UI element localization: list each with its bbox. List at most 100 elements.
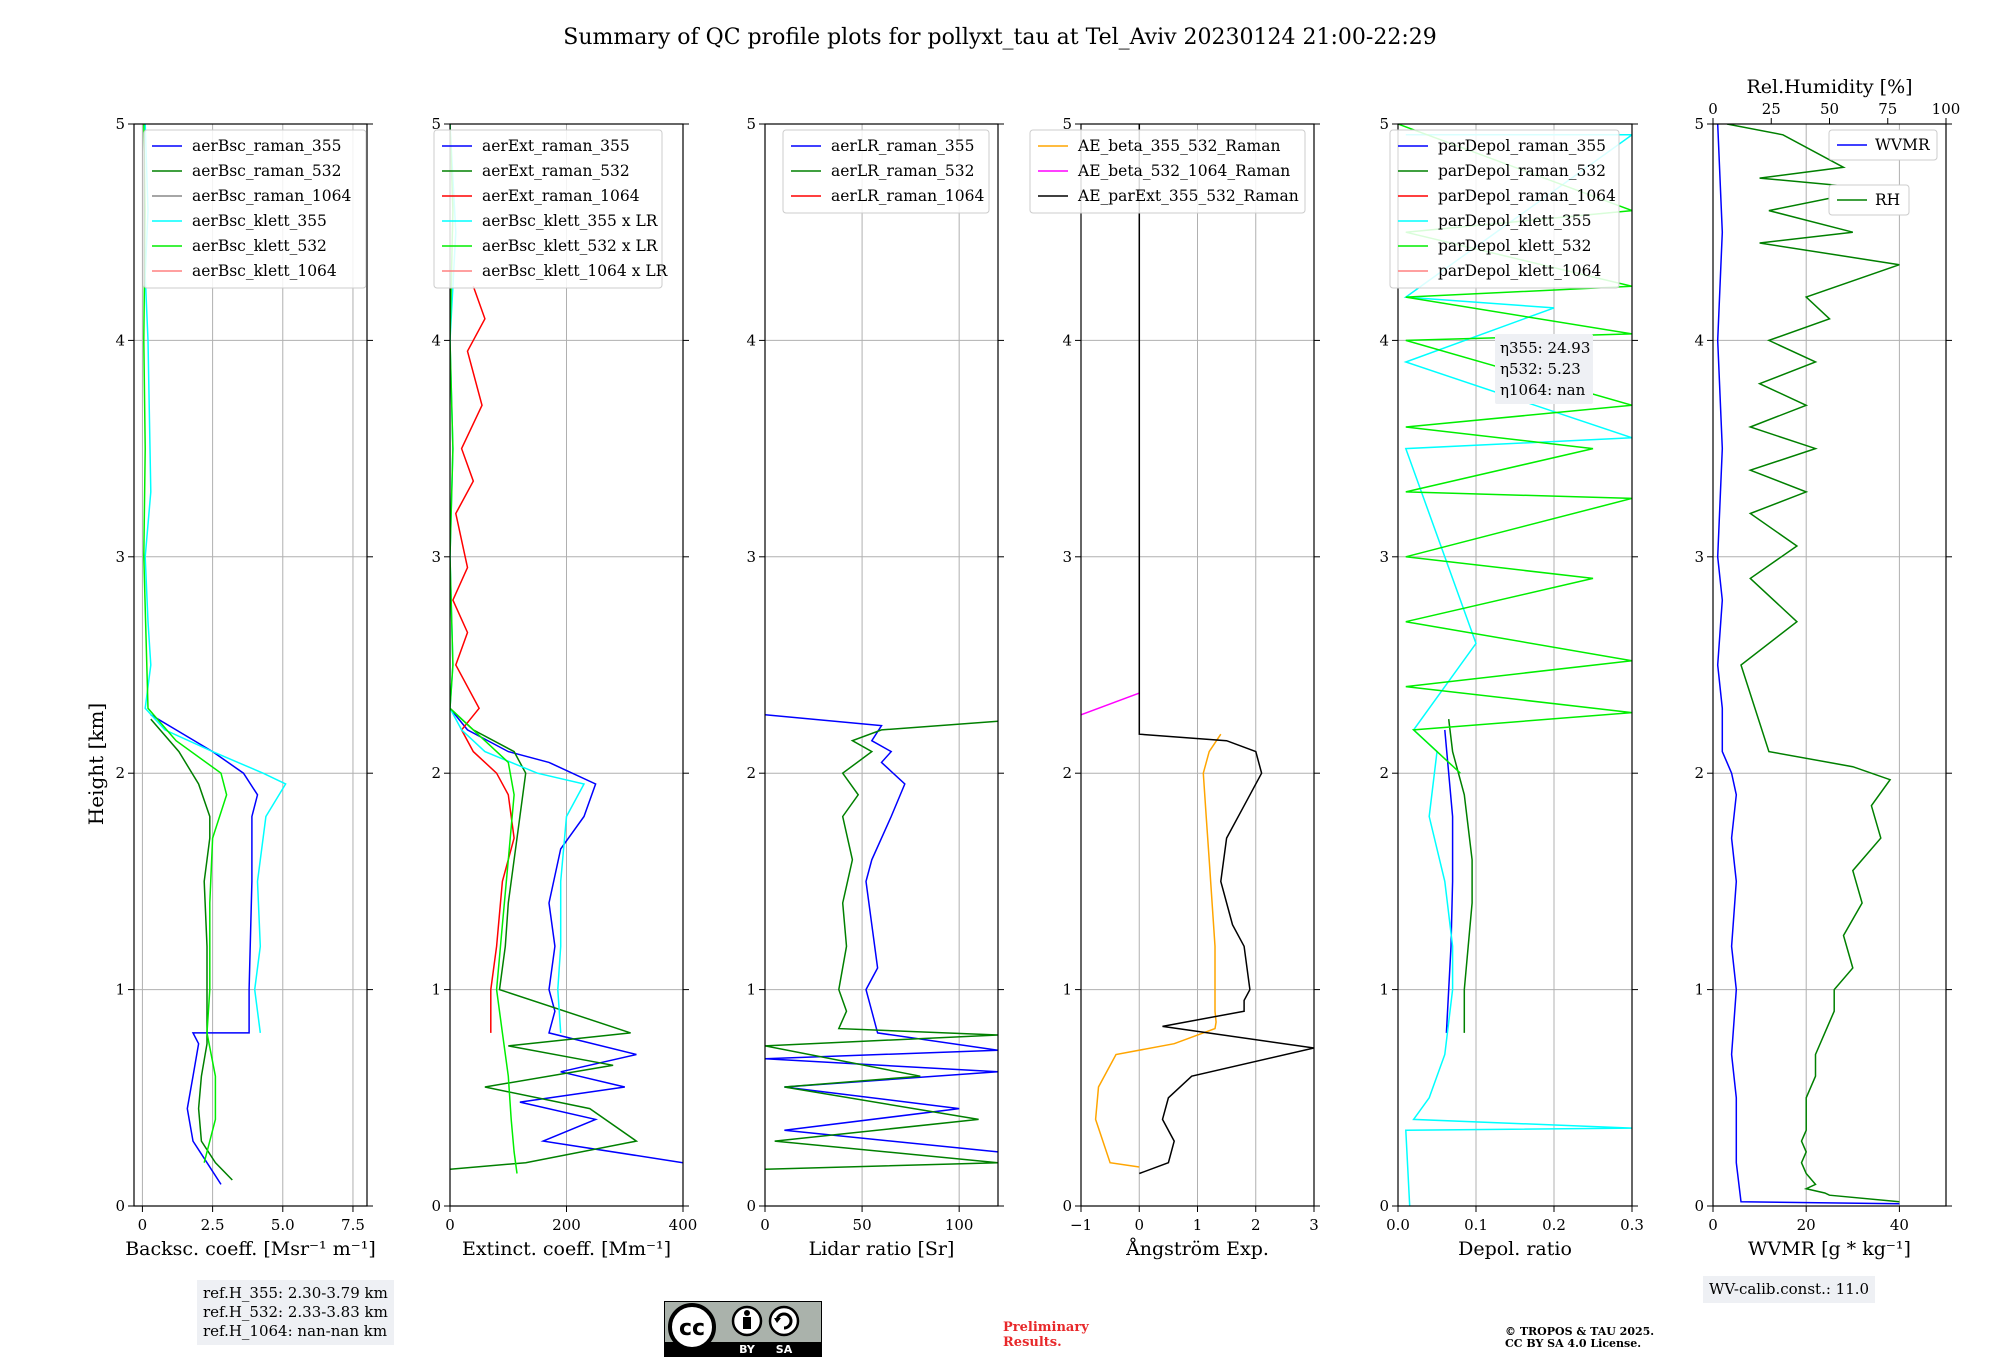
y-tick-label: 1: [1694, 981, 1704, 999]
y-tick-label: 1: [746, 981, 756, 999]
legend-label: aerExt_raman_355: [482, 137, 630, 155]
x-axis-label: Depol. ratio: [1458, 1238, 1572, 1260]
x-tick-label: −1: [1070, 1216, 1092, 1234]
legend: aerExt_raman_355 aerExt_raman_532 aerExt_r…: [433, 129, 669, 289]
y-tick-label: 1: [1379, 981, 1389, 999]
legend-label: aerBsc_klett_532: [192, 237, 327, 255]
legend-wvmr: WVMR: [1828, 129, 1938, 161]
x-tick-label: 40: [1890, 1216, 1909, 1234]
eta-text: η1064: nan: [1500, 381, 1586, 399]
series-line-aerExt_raman_1064: [452, 286, 515, 1033]
y-tick-label: 2: [1062, 764, 1072, 782]
preliminary-results-note: Preliminary Results.: [1003, 1320, 1089, 1350]
y-tick-label: 2: [1694, 764, 1704, 782]
legend-label: WVMR: [1875, 136, 1931, 154]
top-x-tick-label: 50: [1820, 100, 1839, 118]
series-line-aerBsc_klett_532: [143, 124, 228, 1163]
series-line-aerBsc_klett_532 x LR: [450, 124, 518, 1174]
top-x-tick-label: 0: [1708, 100, 1718, 118]
legend-label: aerLR_raman_355: [831, 137, 974, 155]
top-x-tick-label: 75: [1878, 100, 1897, 118]
series-line-AE_parExt_355_532_Raman: [1138, 124, 1314, 1175]
legend-box: [433, 129, 663, 289]
panel-extinction: 0 200 400 0 1 2 3 4 5 Extinct. coeff. [Mm⁻¹] aerEx…: [431, 115, 697, 1260]
legend-label: aerBsc_klett_355: [192, 212, 327, 230]
y-tick-label: 2: [115, 764, 125, 782]
x-tick-label: 400: [669, 1216, 698, 1234]
legend-label: RH: [1875, 191, 1900, 209]
legend-box: [143, 129, 367, 289]
top-x-tick-label: 100: [1932, 100, 1961, 118]
y-tick-label: 5: [1694, 115, 1704, 133]
x-axis-label: Extinct. coeff. [Mm⁻¹]: [462, 1238, 671, 1260]
y-tick-label: 0: [431, 1197, 441, 1215]
panels: 0 2.5 5.0 7.5 0 1 2 3 4 5 Backsc. coeff. [Msr⁻¹ m⁻…: [115, 76, 1960, 1260]
x-tick-label: 3: [1309, 1216, 1319, 1234]
axes-frame: [1712, 123, 1947, 1207]
copyright-line-1: © TROPOS & TAU 2025.: [1505, 1325, 1655, 1338]
by-label: BY: [739, 1343, 756, 1356]
eta-box: [1495, 334, 1593, 404]
x-tick-label: 0.1: [1464, 1216, 1488, 1234]
legend-label: aerLR_raman_1064: [831, 187, 984, 205]
series-line-WVMR: [1716, 124, 1900, 1205]
legend-label: aerBsc_klett_532 x LR: [482, 237, 659, 255]
y-tick-label: 0: [746, 1197, 756, 1215]
ref-height-1064: ref.H_1064: nan-nan km: [203, 1322, 388, 1340]
legend-label: aerBsc_raman_532: [192, 162, 342, 180]
x-tick-label: 1: [1193, 1216, 1203, 1234]
legend-label: aerBsc_klett_1064: [192, 262, 337, 280]
legend-box: [1389, 129, 1620, 289]
legend: AE_beta_355_532_Raman AE_beta_532_1064_Ra…: [1029, 129, 1306, 214]
panel-depol: 0.0 0.1 0.2 0.3 0 1 2 3 4 5 Depol. ratio parDepol_r…: [1379, 115, 1643, 1260]
series-line-parDepol_raman_532: [1447, 719, 1473, 1033]
y-tick-label: 3: [431, 548, 441, 566]
y-tick-label: 1: [1062, 981, 1072, 999]
y-tick-label: 2: [431, 764, 441, 782]
x-axis-label: Backsc. coeff. [Msr⁻¹ m⁻¹]: [125, 1238, 376, 1260]
legend-label: aerExt_raman_1064: [482, 187, 640, 205]
y-tick-label: 5: [746, 115, 756, 133]
y-tick-label: 2: [1379, 764, 1389, 782]
legend-box: [1828, 129, 1938, 161]
series-line-aerBsc_raman_355: [150, 714, 259, 1185]
x-tick-label: 0.2: [1542, 1216, 1566, 1234]
series-line-parDepol_klett_532: [1398, 124, 1632, 774]
x-axis-label: Lidar ratio [Sr]: [809, 1238, 955, 1260]
legend-box: [1828, 184, 1910, 216]
y-tick-label: 5: [431, 115, 441, 133]
y-tick-label: 1: [431, 981, 441, 999]
y-tick-label: 0: [115, 1197, 125, 1215]
cc-circle-icon: [668, 1303, 716, 1351]
y-axis-label: Height [km]: [84, 703, 108, 825]
legend-label: AE_parExt_355_532_Raman: [1077, 187, 1299, 205]
y-tick-label: 3: [746, 548, 756, 566]
x-tick-label: 7.5: [341, 1216, 365, 1234]
y-tick-label: 5: [1379, 115, 1389, 133]
y-tick-label: 4: [1694, 331, 1704, 349]
top-x-tick-label: 25: [1762, 100, 1781, 118]
legend-label: parDepol_raman_1064: [1438, 187, 1616, 205]
legend-rh: RH: [1828, 184, 1910, 216]
y-tick-label: 4: [746, 331, 756, 349]
legend-label: parDepol_klett_532: [1438, 237, 1591, 255]
series-line-aerBsc_klett_355: [144, 124, 287, 1033]
y-tick-label: 4: [1062, 331, 1072, 349]
eta-text: η532: 5.23: [1500, 360, 1581, 378]
legend-label: aerBsc_raman_355: [192, 137, 342, 155]
x-tick-label: 0.3: [1620, 1216, 1644, 1234]
x-tick-label: 0: [760, 1216, 770, 1234]
top-axis-label: Rel.Humidity [%]: [1746, 76, 1912, 98]
x-tick-label: 0: [1708, 1216, 1718, 1234]
y-tick-label: 4: [1379, 331, 1389, 349]
y-tick-label: 0: [1062, 1197, 1072, 1215]
y-tick-label: 4: [431, 331, 441, 349]
y-tick-label: 5: [115, 115, 125, 133]
x-tick-label: 0: [1134, 1216, 1144, 1234]
preliminary-line-2: Results.: [1003, 1335, 1062, 1350]
x-tick-label: 2: [1251, 1216, 1261, 1234]
ref-height-532: ref.H_532: 2.33-3.83 km: [203, 1303, 388, 1321]
legend-label: aerBsc_klett_1064 x LR: [482, 262, 669, 280]
sa-share-icon: [768, 1305, 800, 1337]
y-tick-label: 3: [1694, 548, 1704, 566]
